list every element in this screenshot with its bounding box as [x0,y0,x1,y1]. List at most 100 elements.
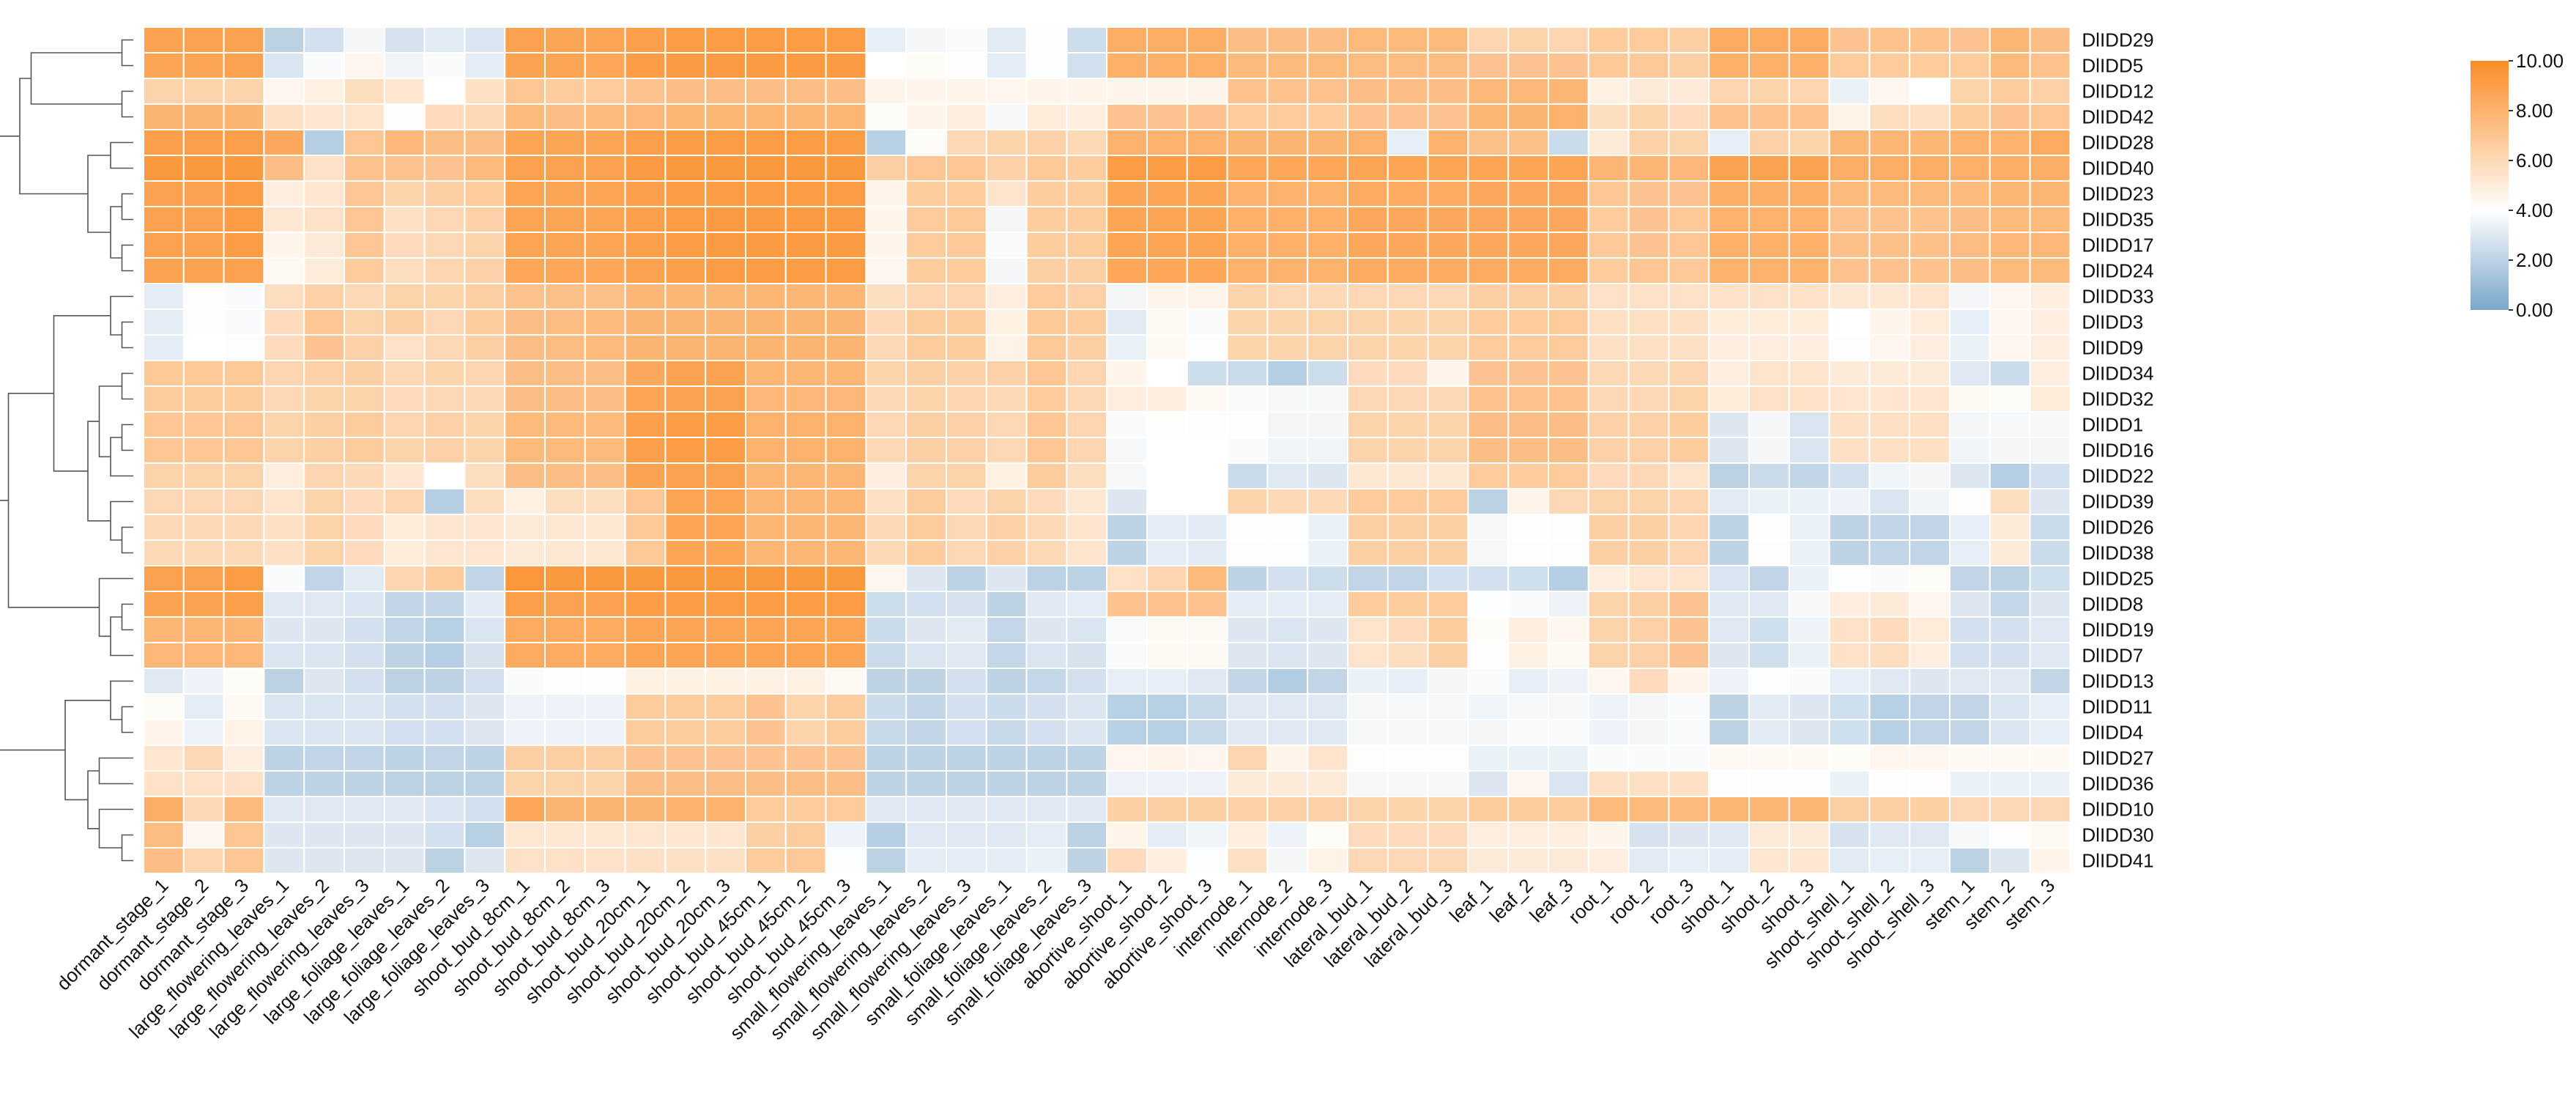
heatmap-cell [1226,719,1269,746]
heatmap-cell [464,642,506,669]
heatmap-cell [1467,796,1510,823]
heatmap-cell [1387,360,1429,387]
heatmap-cell [825,232,867,259]
heatmap-cell [263,385,305,413]
heatmap-cell [985,616,1028,643]
heatmap-cell [946,462,987,489]
heatmap-cell [1989,642,2031,669]
heatmap-cell [784,334,827,361]
heatmap-cell [1748,52,1790,79]
heatmap-cell [584,744,626,772]
heatmap-cell [303,180,346,207]
heatmap-cell [1467,334,1510,361]
heatmap-cell [584,616,626,643]
heatmap-cell [1748,411,1790,438]
heatmap-cell [1587,719,1630,746]
heatmap-cell [946,385,987,413]
heatmap-cell [705,334,747,361]
heatmap-cell [383,26,426,53]
heatmap-cell [1347,385,1389,413]
heatmap-cell [1266,385,1309,413]
heatmap-cell [745,796,787,823]
heatmap-cell [1266,360,1309,387]
heatmap-cell [182,52,225,79]
heatmap-cell [504,488,546,515]
heatmap-cell [182,155,225,182]
heatmap-cell [1868,155,1911,182]
heatmap-cell [223,770,265,797]
heatmap-cell [544,206,586,233]
heatmap-cell [1868,591,1911,618]
heatmap-cell [1828,539,1871,566]
heatmap-cell [1066,847,1108,874]
heatmap-cell [464,847,506,874]
heatmap-cell [223,26,265,53]
heatmap-cell [303,385,346,413]
heatmap-cell [1146,565,1188,592]
heatmap-cell [1627,719,1670,746]
heatmap-row [143,308,2071,336]
heatmap-cell [946,668,987,695]
heatmap-cell [905,26,947,53]
heatmap-cell [985,334,1028,361]
heatmap-cell [143,796,185,823]
heatmap-cell [664,385,707,413]
heatmap-cell [1989,257,2031,284]
heatmap-cell [985,488,1028,515]
heatmap-cell [1146,770,1188,797]
heatmap-cell [143,847,185,874]
heatmap-cell [1146,129,1188,156]
heatmap-cell [504,385,546,413]
heatmap-cell [1507,719,1549,746]
heatmap-cell [745,642,787,669]
heatmap-cell [383,796,426,823]
heatmap-row [143,821,2071,849]
heatmap-cell [1909,616,1950,643]
heatmap-cell [423,488,466,515]
row-label: DlIDD40 [2082,158,2153,180]
heatmap-cell [1226,385,1269,413]
heatmap-cell [383,770,426,797]
heatmap-cell [1627,462,1670,489]
heatmap-cell [1828,78,1871,105]
heatmap-cell [1748,334,1790,361]
heatmap-cell [1507,668,1549,695]
heatmap-cell [1226,488,1269,515]
heatmap-cell [1025,437,1068,464]
heatmap-cell [1025,360,1068,387]
heatmap-cell [745,155,787,182]
heatmap-cell [504,155,546,182]
heatmap-cell [1427,642,1469,669]
heatmap-cell [1668,488,1710,515]
heatmap-cell [1587,360,1630,387]
heatmap-cell [825,411,867,438]
heatmap-cell [1909,257,1950,284]
heatmap-cell [1387,52,1429,79]
heatmap-cell [143,411,185,438]
heatmap-cell [1949,180,1991,207]
heatmap-cell [423,796,466,823]
heatmap-cell [705,257,747,284]
heatmap-cell [1025,796,1068,823]
heatmap-cell [1828,385,1871,413]
heatmap-cell [624,796,667,823]
heatmap-cell [423,616,466,643]
heatmap-cell [182,462,225,489]
heatmap-cell [223,385,265,413]
heatmap-cell [1868,668,1911,695]
heatmap-cell [1427,334,1469,361]
heatmap-cell [624,591,667,618]
heatmap-cell [344,668,385,695]
heatmap-cell [1066,616,1108,643]
heatmap-row [143,565,2071,592]
heatmap-cell [664,821,707,849]
heatmap-cell [1909,488,1950,515]
heatmap-cell [1668,103,1710,130]
heatmap-cell [344,78,385,105]
heatmap-cell [1949,283,1991,310]
heatmap-cell [1748,796,1790,823]
heatmap-cell [303,206,346,233]
heatmap-cell [1627,257,1670,284]
heatmap-cell [2029,744,2071,772]
